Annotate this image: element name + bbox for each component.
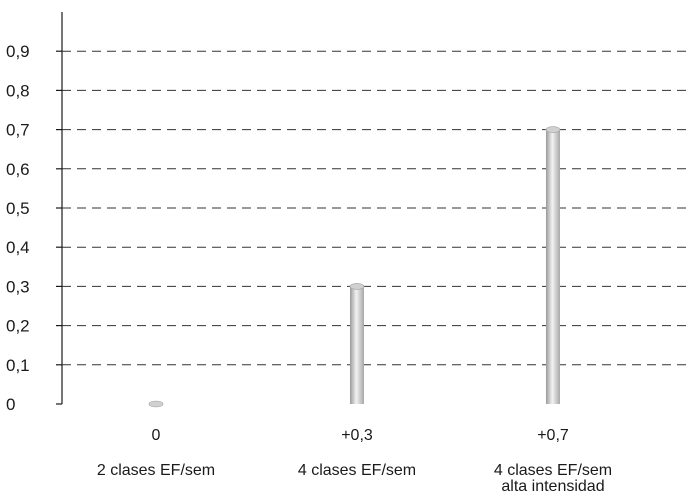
y-tick-label: 0,4 — [6, 238, 30, 257]
x-axis-labels: 2 clases EF/sem 4 clases EF/sem 4 clases E… — [97, 462, 612, 495]
y-tick-label: 0,2 — [6, 317, 30, 336]
y-axis: 0 0,1 0,2 0,3 0,4 0,5 0,6 0,7 0,8 0,9 — [6, 12, 63, 414]
y-tick-label: 0,9 — [6, 42, 30, 61]
x-tick-label: 4 clases EF/sem — [298, 462, 416, 479]
value-label: +0,7 — [537, 427, 569, 444]
y-tick-label: 0,7 — [6, 121, 30, 140]
y-tick-label: 0,5 — [6, 199, 30, 218]
bars — [148, 126, 561, 408]
bar-cap — [349, 283, 365, 290]
value-label: +0,3 — [341, 427, 373, 444]
gridlines — [62, 50, 690, 366]
bar — [546, 129, 560, 404]
y-tick-label: 0,1 — [6, 356, 30, 375]
x-tick-label: 4 clases EF/sem alta intensidad — [494, 462, 612, 495]
x-tick-label: 2 clases EF/sem — [97, 462, 215, 479]
bar-cap — [148, 400, 164, 408]
bar-cap — [545, 126, 561, 133]
y-tick-label: 0,8 — [6, 81, 30, 100]
value-label: 0 — [152, 427, 161, 444]
y-tick-label: 0,3 — [6, 277, 30, 296]
bar — [350, 286, 364, 404]
y-tick-label: 0 — [6, 395, 15, 414]
y-tick-label: 0,6 — [6, 160, 30, 179]
value-labels: 0 +0,3 +0,7 — [152, 427, 569, 444]
